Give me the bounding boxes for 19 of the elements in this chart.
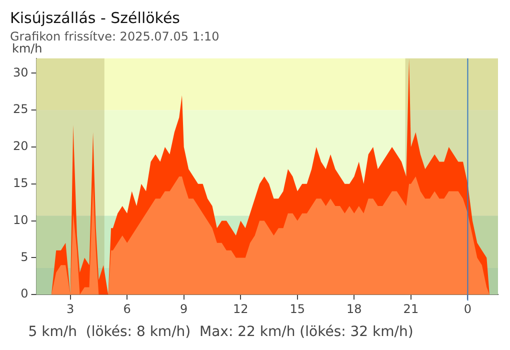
text: 5 km/h (lökés: 8 km/h) Max: 22 km/h (lökés: 32 km/h) (28, 324, 414, 340)
y-tick-label: 0 (20, 286, 28, 301)
x-tick-label: 9 (180, 302, 188, 316)
chart-title: Kisújszállás - Széllökés (10, 8, 180, 27)
x-tick-label: 18 (346, 302, 362, 316)
y-tick-label: 10 (12, 212, 28, 227)
x-tick-label: 21 (403, 302, 419, 316)
y-tick-label: 20 (12, 139, 28, 154)
chart-subtitle: Grafikon frissítve: 2025.07.05 1:10 (10, 29, 220, 44)
x-tick-label: 6 (123, 302, 131, 316)
x-tick-label: 15 (290, 302, 306, 316)
y-tick-label: 30 (12, 65, 28, 80)
y-tick-label: 25 (12, 102, 28, 116)
x-tick-label: 12 (233, 302, 248, 316)
x-tick-label: 3 (66, 302, 74, 316)
x-tick-label: 0 (464, 302, 472, 316)
y-axis-title: km/h (12, 41, 42, 56)
y-tick-label: 15 (12, 176, 28, 190)
y-tick-label: 5 (20, 250, 28, 264)
